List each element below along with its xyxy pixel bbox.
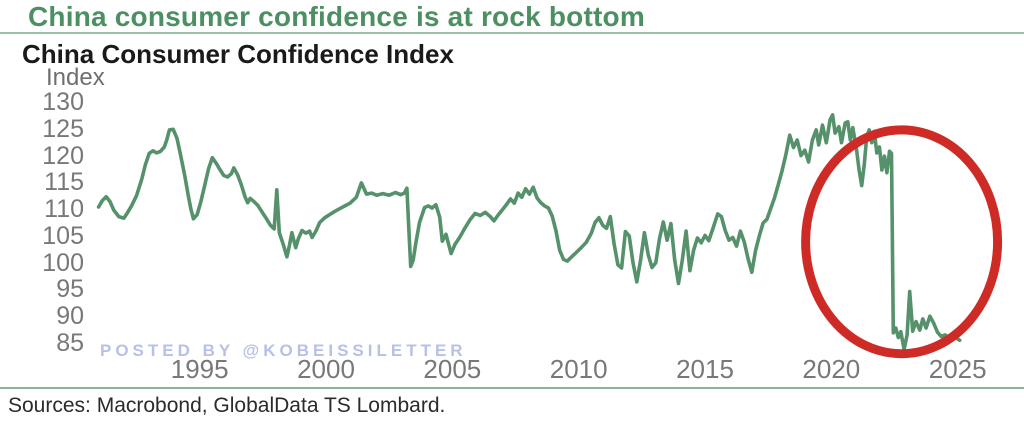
x-tick-label: 2025: [928, 354, 987, 384]
y-tick-label: 100: [42, 248, 84, 277]
headline: China consumer confidence is at rock bot…: [28, 1, 645, 32]
x-tick-label: 1995: [170, 354, 229, 384]
y-tick-label: 120: [42, 141, 84, 170]
y-tick-label: 125: [42, 114, 84, 143]
y-tick-label: 110: [44, 195, 84, 224]
y-tick-label: 105: [42, 221, 84, 250]
x-tick-label: 2005: [423, 354, 482, 384]
y-axis-unit-label: Index: [46, 64, 105, 91]
y-tick-label: 130: [42, 88, 84, 117]
x-tick-label: 2010: [549, 354, 608, 384]
y-tick-label: 85: [56, 328, 84, 357]
x-tick-label: 2000: [297, 354, 355, 384]
headline-underline: [0, 32, 1024, 34]
y-tick-label: 115: [44, 168, 84, 197]
sources-note: Sources: Macrobond, GlobalData TS Lombar…: [8, 394, 446, 417]
chart-title: China Consumer Confidence Index: [22, 39, 454, 69]
watermark: POSTED BY @KOBEISSILETTER: [100, 341, 467, 360]
cci-line-series: [96, 113, 962, 352]
y-tick-label: 90: [56, 302, 84, 331]
footer-divider: [0, 387, 1024, 389]
y-tick-label: 95: [56, 275, 84, 304]
x-tick-label: 2015: [676, 354, 734, 384]
x-tick-label: 2020: [802, 354, 861, 384]
crash-highlight-circle-annotation: [801, 125, 1003, 359]
